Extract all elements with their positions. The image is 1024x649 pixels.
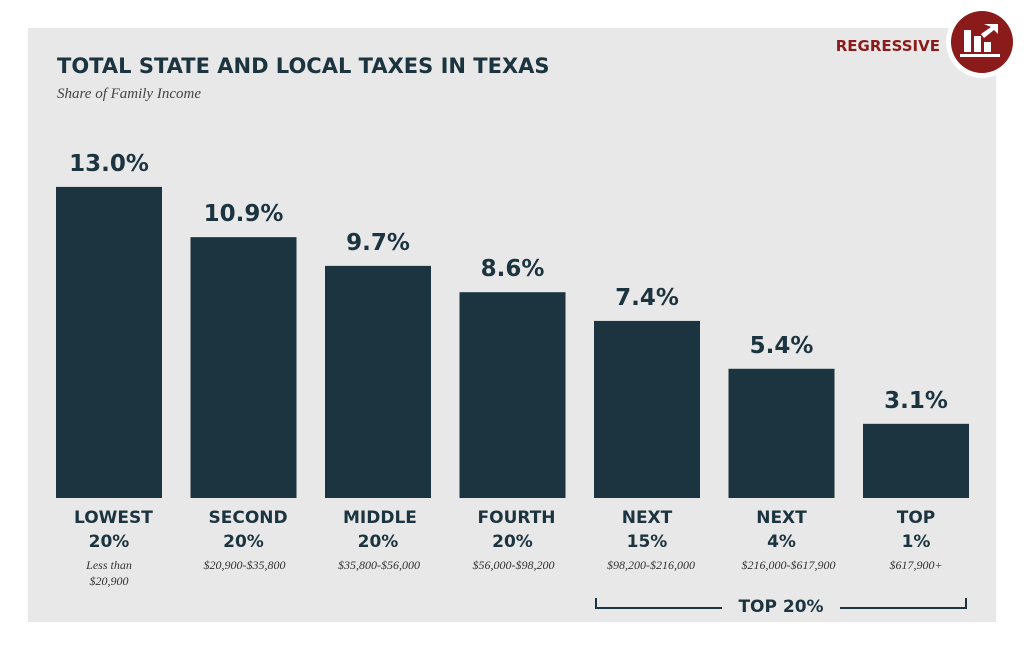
bar bbox=[728, 368, 835, 498]
income-range: $20,900-$35,800 bbox=[203, 558, 286, 572]
x-tick-label: NEXT 4% bbox=[756, 508, 807, 552]
income-range: $216,000-$617,900 bbox=[741, 558, 836, 572]
chart-title: TOTAL STATE AND LOCAL TAXES IN TEXAS bbox=[57, 54, 550, 78]
income-range: Less than $20,900 bbox=[86, 558, 132, 588]
value-label: 5.4% bbox=[749, 332, 814, 359]
value-label: 10.9% bbox=[203, 201, 284, 228]
badge-icon-bars bbox=[960, 24, 1000, 57]
x-tick-label: TOP 1% bbox=[896, 508, 936, 552]
value-label: 9.7% bbox=[346, 229, 410, 256]
bar bbox=[325, 265, 431, 498]
income-range: $617,900+ bbox=[889, 558, 943, 572]
bar bbox=[863, 423, 969, 498]
badge-icon bbox=[951, 11, 1013, 73]
value-label: 3.1% bbox=[884, 387, 948, 414]
bar bbox=[190, 237, 297, 498]
income-range: $98,200-$216,000 bbox=[607, 558, 695, 572]
x-tick-label: MIDDLE 20% bbox=[343, 508, 417, 552]
chart-subtitle: Share of Family Income bbox=[57, 86, 201, 102]
x-tick-label: NEXT 15% bbox=[621, 508, 673, 552]
value-label: 8.6% bbox=[480, 256, 545, 283]
annotation: TOP 20% bbox=[738, 597, 824, 617]
bar bbox=[56, 186, 162, 498]
x-tick-label: SECOND 20% bbox=[208, 508, 288, 552]
income-range: $56,000-$98,200 bbox=[472, 558, 555, 572]
x-tick-label: LOWEST 20% bbox=[74, 508, 153, 552]
bar bbox=[594, 320, 700, 498]
bracket bbox=[595, 598, 967, 609]
x-tick-label: FOURTH 20% bbox=[477, 508, 556, 552]
value-label: 13.0% bbox=[69, 150, 149, 177]
badge-label: REGRESSIVE bbox=[835, 37, 940, 55]
value-label: 7.4% bbox=[615, 284, 679, 311]
bar bbox=[459, 292, 566, 498]
income-range: $35,800-$56,000 bbox=[338, 558, 420, 572]
